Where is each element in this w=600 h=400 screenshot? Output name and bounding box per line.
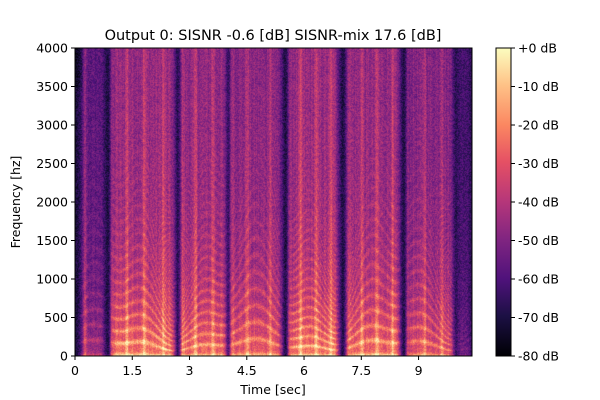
colorbar-tick-label: -40 dB [518,195,559,210]
colorbar-tick-label: -10 dB [518,79,559,94]
spectrogram-heatmap [75,48,472,356]
colorbar-tick-label: -30 dB [518,156,559,171]
y-tick-label: 500 [44,310,68,325]
colorbar-ticks: +0 dB -10 dB -20 dB -30 dB -40 dB -50 dB -60 d… [511,41,559,364]
y-tick-label: 1000 [36,272,68,287]
colorbar-tick-label: -80 dB [518,349,559,364]
colorbar-tick-label: -20 dB [518,118,559,133]
x-axis: 0 1.5 3 4.5 6 7.5 9 [71,356,423,378]
colorbar-tick-label: -60 dB [518,272,559,287]
y-tick-label: 1500 [36,233,68,248]
chart-title: Output 0: SISNR -0.6 [dB] SISNR-mix 17.6… [105,28,442,44]
y-tick-label: 0 [60,349,68,364]
y-tick-label: 2000 [36,195,68,210]
x-tick-label: 4.5 [237,363,257,378]
x-axis-label: Time [sec] [239,382,305,397]
x-tick-label: 1.5 [122,363,142,378]
x-tick-label: 0 [71,363,79,378]
colorbar-tick-label: -70 dB [518,310,559,325]
colorbar-tick-label: +0 dB [518,41,557,56]
y-tick-label: 3500 [36,79,68,94]
x-tick-label: 3 [186,363,194,378]
y-axis-label: Frequency [hz] [8,156,23,249]
colorbar: +0 dB -10 dB -20 dB -30 dB -40 dB -50 dB -60 d… [495,41,559,364]
x-tick-label: 6 [300,363,308,378]
y-tick-label: 3000 [36,118,68,133]
x-tick-label: 9 [415,363,423,378]
y-tick-label: 2500 [36,156,68,171]
colorbar-tick-label: -50 dB [518,233,559,248]
y-tick-label: 4000 [36,41,68,56]
x-tick-label: 7.5 [351,363,371,378]
y-axis: 0 500 1000 1500 2000 2500 3000 3500 4000 [36,41,75,364]
colorbar-gradient [495,47,512,357]
spectrogram-plot-area [74,47,473,357]
